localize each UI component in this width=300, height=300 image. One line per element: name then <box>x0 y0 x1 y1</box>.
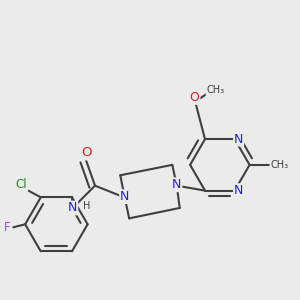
Text: O: O <box>190 91 200 104</box>
Text: N: N <box>172 178 182 191</box>
Text: N: N <box>120 190 129 203</box>
Text: F: F <box>4 221 11 234</box>
Text: N: N <box>68 202 77 214</box>
Text: H: H <box>82 202 90 212</box>
Text: CH₃: CH₃ <box>206 85 224 95</box>
Text: Cl: Cl <box>16 178 27 191</box>
Text: O: O <box>81 146 91 160</box>
Text: N: N <box>234 133 243 146</box>
Text: N: N <box>234 184 243 197</box>
Text: CH₃: CH₃ <box>270 160 288 170</box>
